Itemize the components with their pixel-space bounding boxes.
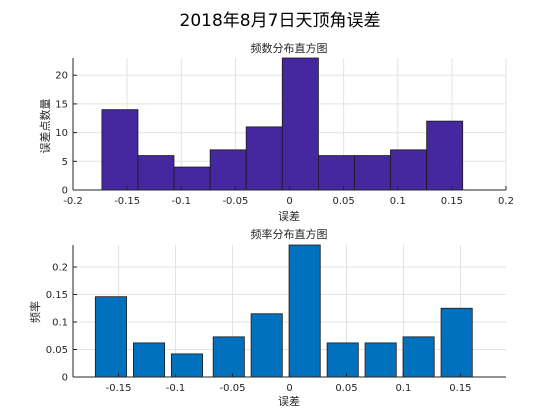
x-tick-label: -0.1 [166,383,186,394]
frequency-count-histogram: 频数分布直方图 误差 误差点数量 -0.2 -0.15 -0.1 -0.05 0 0.05… [38,41,514,223]
x-tick-label: -0.2 [63,196,83,207]
histogram-bar [402,336,435,378]
y-tick-label: 20 [55,71,68,82]
y-tick-label: 0 [62,373,68,384]
x-tick-label: 0.05 [332,196,354,207]
y-tick-label: 0 [62,186,68,197]
x-tick-label: 0.15 [449,383,471,394]
x-tick-label: 0 [286,383,292,394]
x-tick-label: -0.05 [222,196,248,207]
y-tick-label: 15 [55,99,68,110]
histogram-bar [245,126,283,191]
histogram-bar [281,57,319,191]
histogram-bar [318,155,355,191]
y-tick-label: 0.2 [52,263,68,274]
histogram-bar [364,342,397,378]
x-tick-label: 0.05 [335,383,357,394]
histogram-bar [426,120,464,191]
y-tick-label: 5 [62,157,68,168]
histogram-bar [390,149,428,191]
x-tick-label: -0.05 [220,383,246,394]
x-tick-label: -0.15 [106,383,132,394]
histogram-bar [440,307,473,378]
histogram-bar [94,296,127,378]
frequency-rate-histogram: 频率分布直方图 误差 频率 -0.15 -0.1 -0.05 0 0.05 0.1 0.15… [28,227,506,408]
histogram-bar [212,336,245,378]
x-tick-label: 0.1 [390,196,406,207]
chart-title: 频数分布直方图 [251,41,328,55]
y-tick-label: 0.05 [46,345,68,356]
x-tick-label: 0 [286,196,292,207]
histogram-bar [173,166,211,191]
y-tick-label: 0.1 [52,318,68,329]
y-tick-label: 10 [55,128,68,139]
histogram-bar [137,155,175,191]
histogram-bar [326,342,359,378]
histogram-bar [101,109,139,191]
x-tick-label: 0.2 [498,196,514,207]
chart-title: 频率分布直方图 [251,227,328,241]
y-tick-label: 0.15 [46,290,68,301]
histogram-bar [288,244,321,378]
x-axis-label: 误差 [278,209,300,223]
histogram-bar [132,342,166,378]
x-axis-label: 误差 [278,394,300,408]
histogram-bar [354,155,391,191]
figure-title: 2018年8月7日天顶角误差 [180,11,381,31]
histogram-bar [250,313,283,378]
x-tick-label: 0.15 [441,196,463,207]
x-tick-label: -0.1 [171,196,191,207]
x-tick-label: 0.1 [395,383,411,394]
y-axis-label: 误差点数量 [38,99,52,154]
x-tick-label: -0.15 [114,196,140,207]
y-axis-label: 频率 [28,301,42,323]
histogram-bar [209,149,247,191]
